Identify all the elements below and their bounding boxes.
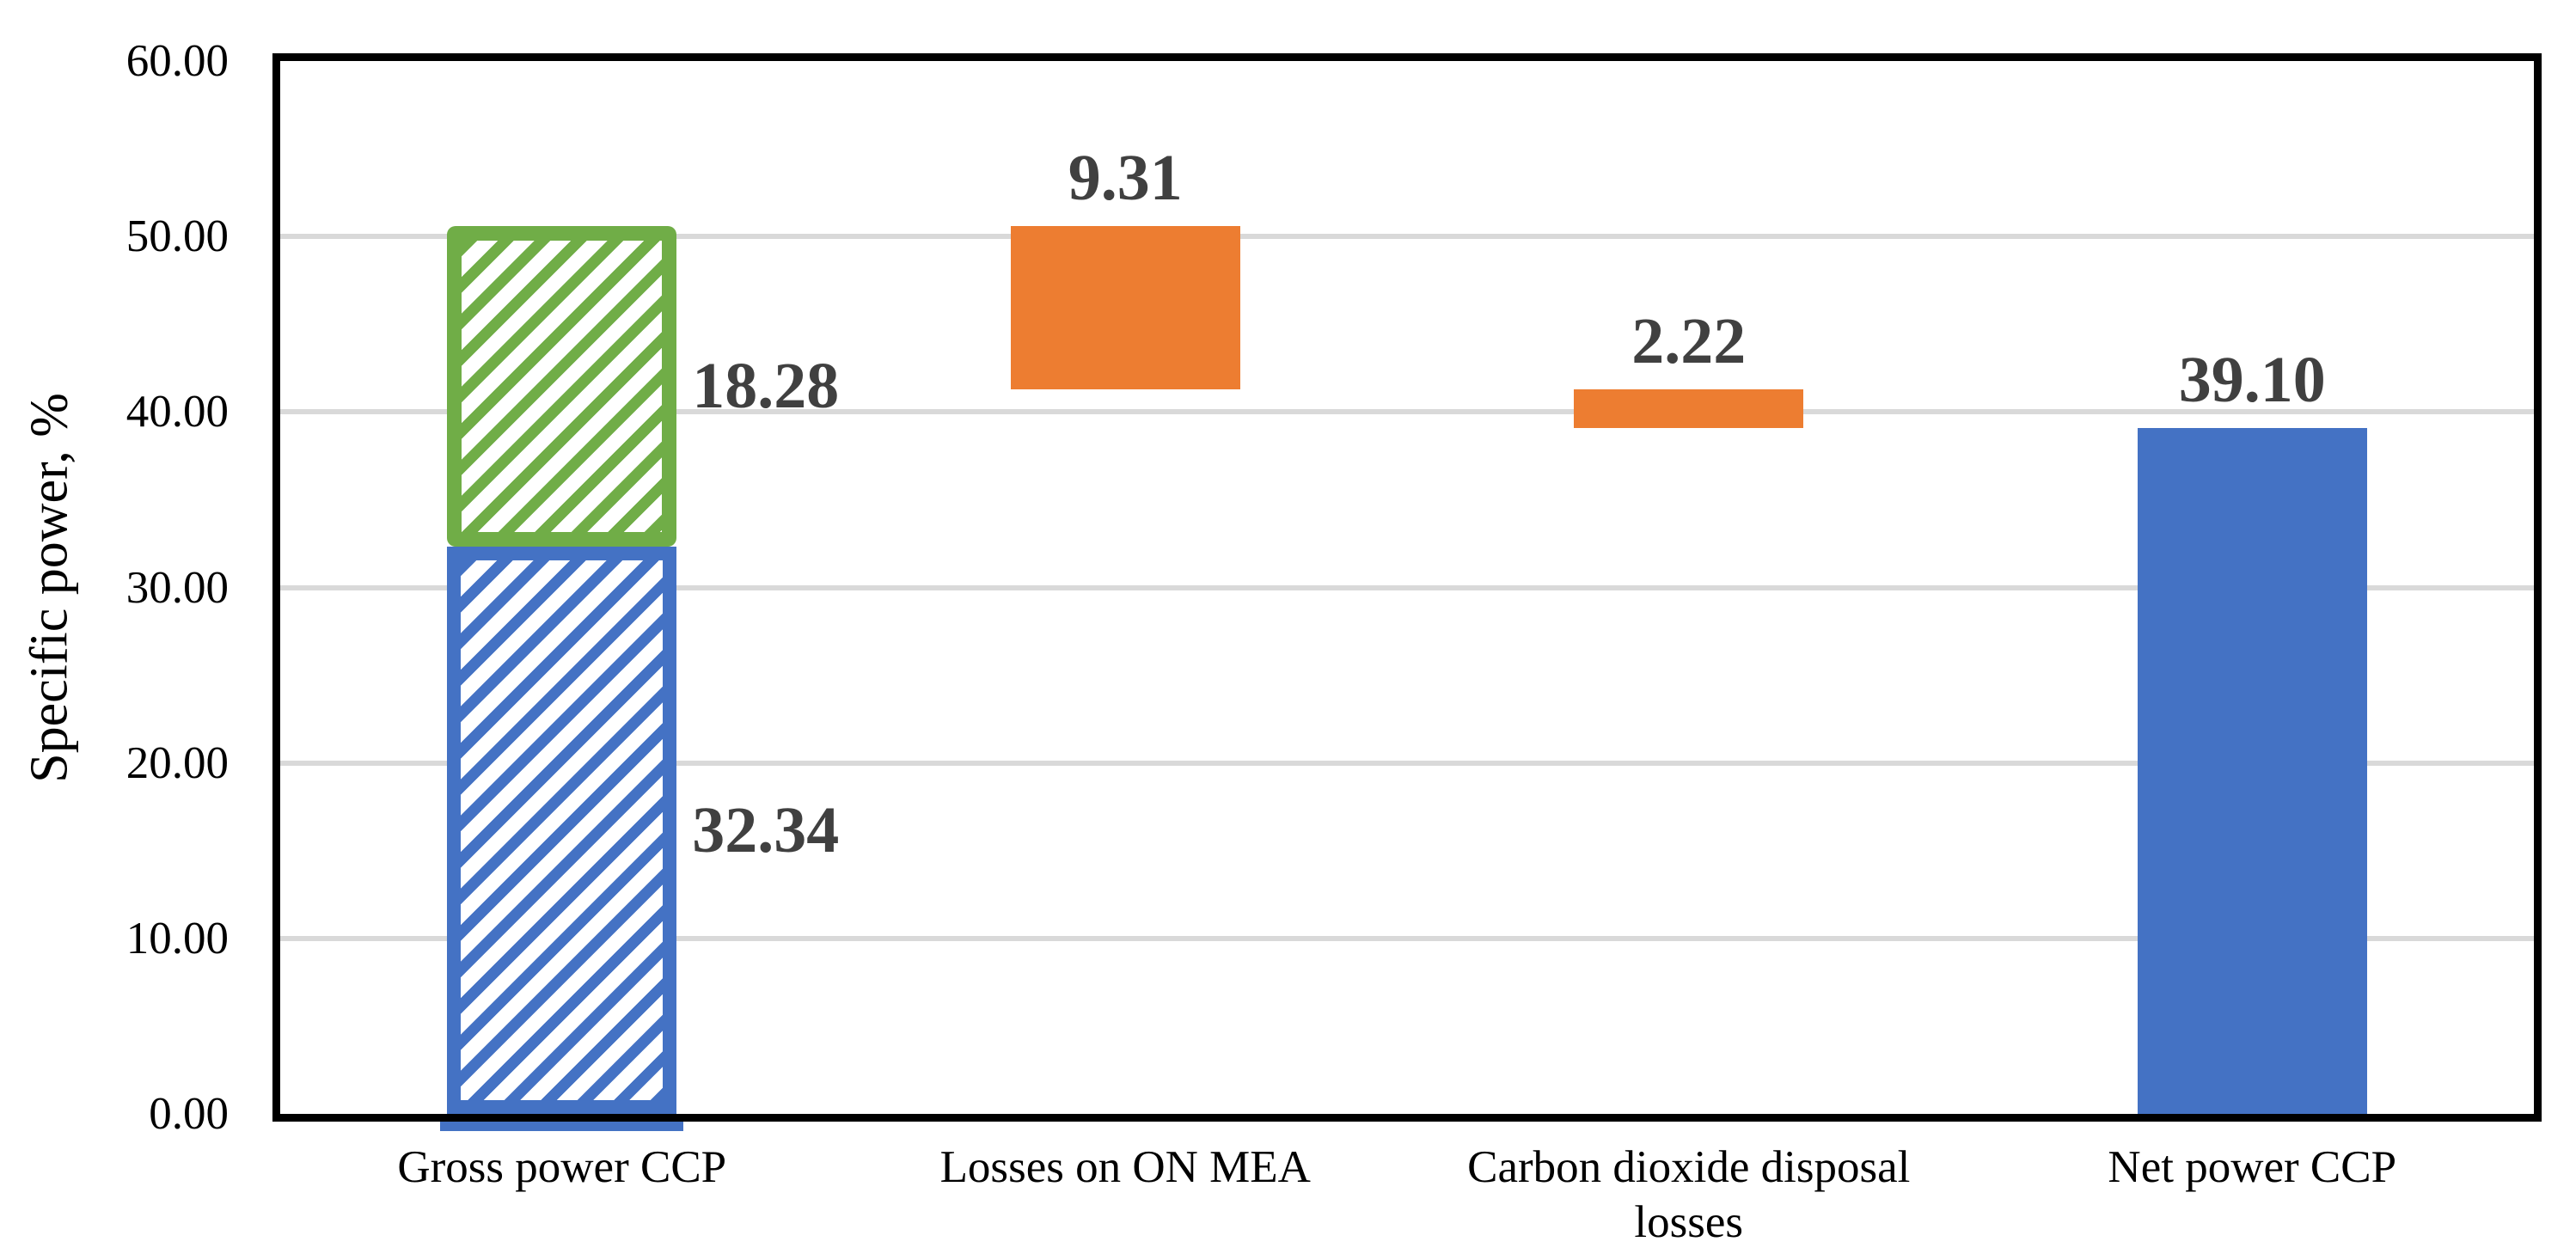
bar-bottom-border (440, 1119, 684, 1131)
bar-segment (1574, 388, 1804, 428)
bar-segment (447, 546, 677, 1114)
category-label: Net power CCP (2108, 1142, 2397, 1192)
y-axis-tick-labels: 0.00 10.00 20.00 30.00 40.00 50.00 60.00 (0, 36, 251, 1139)
y-tick-label: 40.00 (125, 387, 229, 437)
data-label: 39.10 (2178, 343, 2326, 416)
category-label: Carbon dioxide disposal losses (1467, 1142, 1911, 1247)
y-tick-label: 30.00 (125, 562, 229, 613)
y-tick-label: 50.00 (125, 211, 229, 262)
gridline (280, 935, 2534, 941)
bar-segment (2137, 427, 2367, 1114)
data-label: 2.22 (1631, 304, 1747, 377)
category-label: Gross power CCP (397, 1142, 727, 1192)
gridline (280, 409, 2534, 415)
y-tick-label: 20.00 (125, 737, 229, 788)
gridline (280, 234, 2534, 240)
data-label: 9.31 (1068, 141, 1183, 214)
y-tick-label: 0.00 (149, 1089, 229, 1139)
gridline (280, 760, 2534, 766)
y-tick-label: 10.00 (125, 913, 229, 963)
bar-segment (1010, 225, 1240, 389)
bar-segment (447, 225, 677, 547)
data-label: 32.34 (692, 793, 840, 866)
gridline (280, 584, 2534, 590)
category-label: Losses on ON MEA (939, 1142, 1311, 1192)
y-tick-label: 60.00 (125, 36, 229, 86)
plot-area: 32.34 18.28 9.31 2.22 39.10 (272, 53, 2542, 1122)
data-label: 18.28 (692, 350, 840, 423)
